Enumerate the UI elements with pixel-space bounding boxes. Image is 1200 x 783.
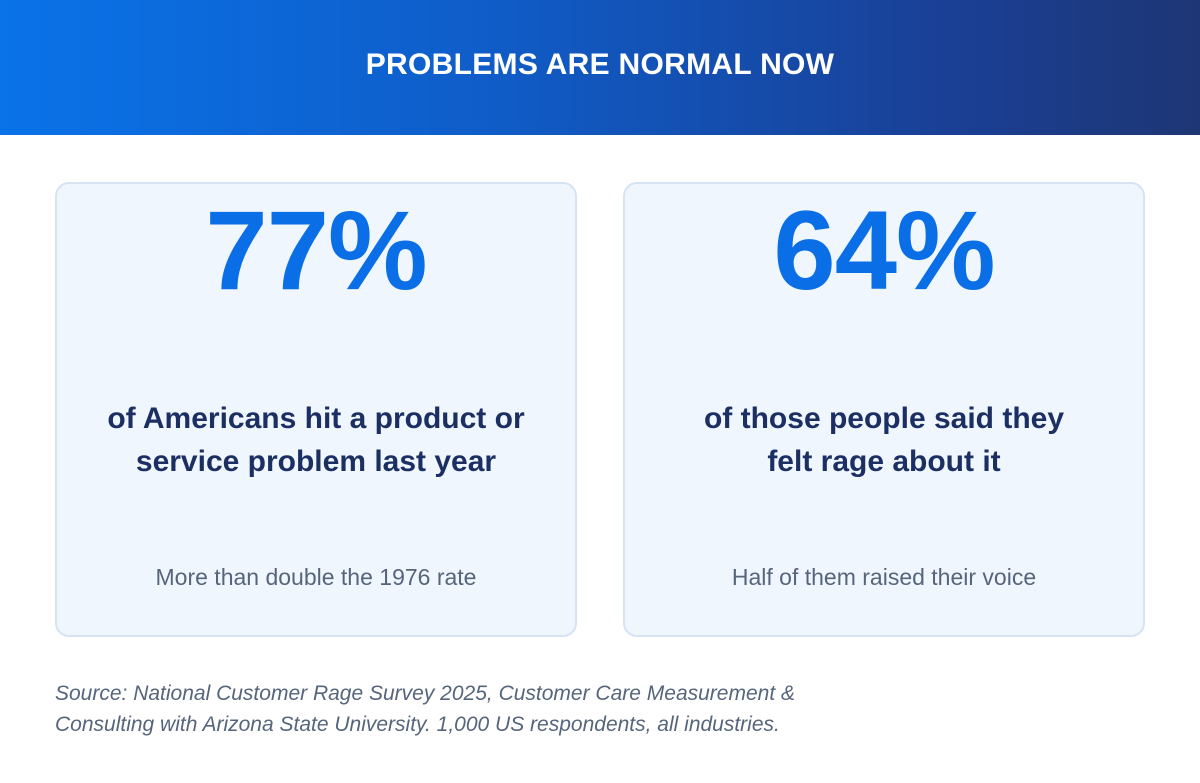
stat-card-americans-problem: 77% of Americans hit a product or servic… bbox=[55, 182, 577, 637]
stat-note: More than double the 1976 rate bbox=[155, 564, 477, 590]
stat-description-line: service problem last year bbox=[135, 445, 497, 478]
stat-description: of those people said they felt rage abou… bbox=[645, 397, 1123, 483]
source-line: Source: National Customer Rage Survey 20… bbox=[55, 682, 796, 705]
stat-description: of Americans hit a product or service pr… bbox=[77, 397, 555, 483]
stat-value: 64% bbox=[773, 188, 995, 313]
page-title: PROBLEMS ARE NORMAL NOW bbox=[365, 47, 835, 81]
stat-description-line: of those people said they bbox=[703, 402, 1065, 435]
stat-description-line: of Americans hit a product or bbox=[107, 402, 525, 435]
stat-card-felt-rage: 64% of those people said they felt rage … bbox=[623, 182, 1145, 637]
source-line: Consulting with Arizona State University… bbox=[55, 713, 780, 736]
source-citation: Source: National Customer Rage Survey 20… bbox=[55, 678, 1055, 740]
stat-description-line: felt rage about it bbox=[767, 445, 1001, 478]
header-banner: PROBLEMS ARE NORMAL NOW bbox=[0, 0, 1200, 135]
stat-note: Half of them raised their voice bbox=[731, 564, 1037, 590]
stat-value: 77% bbox=[205, 188, 427, 313]
